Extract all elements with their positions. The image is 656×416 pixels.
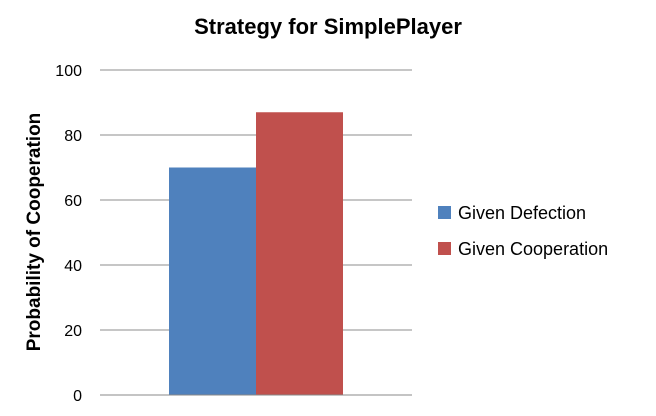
bar-given-defection [169, 167, 256, 395]
y-tick-label: 20 [64, 323, 82, 340]
y-tick-label: 60 [64, 193, 82, 210]
bars [169, 112, 343, 395]
chart-title: Strategy for SimplePlayer [194, 14, 462, 39]
legend-label: Given Cooperation [458, 239, 608, 259]
bar-given-cooperation [256, 112, 343, 395]
legend-swatch [438, 242, 451, 255]
y-axis-ticks: 0 20 40 60 80 100 [55, 63, 82, 405]
legend: Given Defection Given Cooperation [438, 203, 608, 259]
legend-label: Given Defection [458, 203, 586, 223]
legend-swatch [438, 206, 451, 219]
y-tick-label: 100 [55, 63, 82, 80]
y-tick-label: 40 [64, 258, 82, 275]
y-axis-label: Probability of Cooperation [24, 113, 45, 352]
y-tick-label: 0 [73, 388, 82, 405]
y-tick-label: 80 [64, 128, 82, 145]
